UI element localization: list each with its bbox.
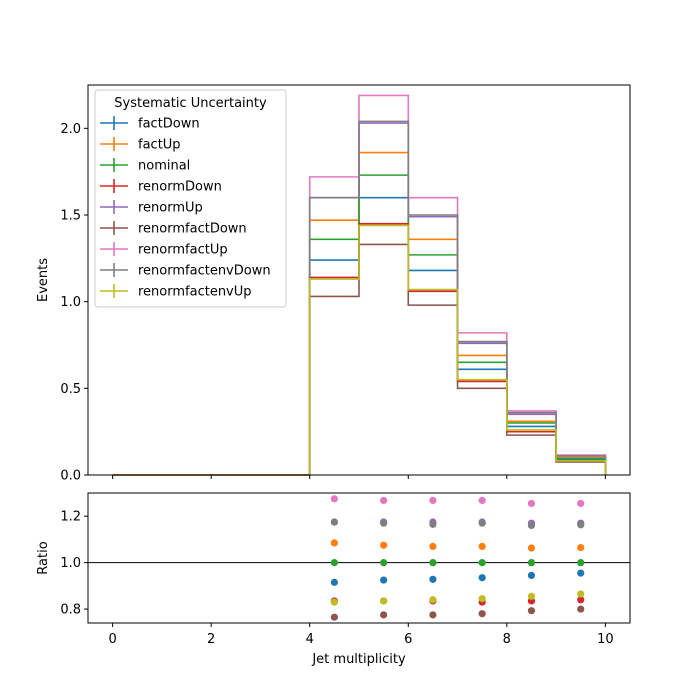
ratio-point-factDown: [478, 574, 486, 582]
ratio-axes-frame: [87, 492, 631, 624]
ratio-point-renormfactUp: [478, 496, 486, 505]
ratio-point-renormfactDown: [330, 613, 338, 621]
ratio-point-renormfactDown: [527, 607, 536, 615]
ratio-point-factUp: [380, 541, 388, 549]
ratio-point-factDown: [527, 571, 536, 580]
legend-entry-renormfactUp: renormfactUp: [138, 243, 228, 258]
legend: Systematic Uncertainty factDown factUp nomi…: [94, 89, 287, 308]
ratio-point-factUp: [330, 539, 338, 547]
ratio-point-renormfactDown: [380, 611, 388, 619]
ratio-point-renormfactUp: [380, 496, 388, 505]
ratio-point-renormfactenvDown: [527, 521, 536, 530]
ratio-point-renormfactUp: [429, 496, 437, 505]
ratio-y-tick-label: 0.8: [60, 603, 81, 618]
legend-title: Systematic Uncertainty: [114, 96, 267, 111]
legend-box: [94, 89, 287, 308]
main-y-tick-label: 2.0: [60, 122, 81, 137]
ratio-point-nominal: [577, 559, 585, 567]
ratio-point-factDown: [429, 575, 437, 583]
ratio-x-tick-label: 0: [108, 632, 116, 647]
ratio-point-renormfactenvUp: [429, 596, 437, 604]
main-axes-frame: [87, 84, 631, 476]
ratio-plot: 0.8 1.0 1.2 0 2 4 6 8 10 Ratio Jet multiplicity: [36, 492, 631, 667]
ratio-point-renormfactenvDown: [330, 518, 338, 526]
ratio-y-tick-label: 1.0: [60, 556, 81, 571]
ratio-point-renormfactDown: [577, 605, 585, 613]
ratio-point-renormfactUp: [330, 495, 338, 503]
main-y-tick-label: 0.5: [60, 382, 81, 397]
ratio-point-nominal: [330, 559, 338, 567]
ratio-point-factUp: [527, 544, 536, 552]
ratio-x-tick-label: 10: [597, 632, 614, 647]
ratio-point-renormfactenvDown: [478, 519, 486, 527]
ratio-point-renormfactenvUp: [478, 595, 486, 603]
ratio-point-factUp: [478, 542, 486, 550]
ratio-x-tick-label: 8: [503, 632, 511, 647]
ratio-point-factDown: [380, 576, 388, 584]
ratio-x-tick-label: 6: [404, 632, 412, 647]
main-y-tick-label: 1.5: [60, 209, 81, 224]
legend-entry-renormfactenvDown: renormfactenvDown: [138, 264, 271, 279]
ratio-point-renormfactDown: [429, 611, 437, 619]
ratio-point-renormfactDown: [478, 610, 486, 618]
ratio-point-renormfactenvDown: [380, 519, 388, 527]
ratio-point-renormDown: [577, 596, 585, 604]
ratio-point-renormfactenvUp: [330, 598, 338, 606]
legend-entry-factUp: factUp: [138, 138, 181, 153]
legend-entry-renormfactDown: renormfactDown: [138, 222, 247, 237]
ratio-point-factDown: [577, 569, 585, 577]
ratio-point-renormfactenvUp: [577, 590, 585, 598]
ratio-x-tick-label: 4: [306, 632, 314, 647]
legend-entry-nominal: nominal: [138, 159, 190, 174]
ratio-point-renormfactenvDown: [577, 521, 585, 529]
main-y-tick-label: 0.0: [60, 469, 81, 484]
main-y-axis-label: Events: [36, 258, 51, 302]
main-y-tick-label: 1.0: [60, 295, 81, 310]
ratio-point-nominal: [429, 559, 437, 567]
legend-entry-renormDown: renormDown: [138, 180, 222, 195]
ratio-point-renormfactenvDown: [429, 520, 437, 528]
ratio-point-renormfactUp: [577, 499, 585, 508]
legend-entry-factDown: factDown: [138, 117, 200, 132]
ratio-point-factUp: [577, 543, 585, 552]
ratio-point-factDown: [330, 578, 338, 586]
ratio-point-renormfactenvUp: [380, 597, 388, 605]
ratio-point-renormfactenvUp: [527, 592, 536, 600]
legend-entry-renormfactenvUp: renormfactenvUp: [138, 285, 252, 300]
ratio-x-tick-label: 2: [207, 632, 215, 647]
ratio-y-axis-label: Ratio: [36, 541, 51, 574]
ratio-point-nominal: [478, 559, 486, 567]
ratio-point-nominal: [527, 559, 536, 567]
legend-entry-renormUp: renormUp: [138, 201, 203, 216]
ratio-point-factUp: [429, 542, 437, 550]
ratio-point-renormfactUp: [527, 499, 536, 508]
x-axis-label: Jet multiplicity: [311, 652, 406, 667]
main-plot: 0.0 0.5 1.0 1.5 2.0 Events: [36, 84, 631, 484]
ratio-y-tick-label: 1.2: [60, 510, 81, 525]
ratio-point-nominal: [380, 559, 388, 567]
